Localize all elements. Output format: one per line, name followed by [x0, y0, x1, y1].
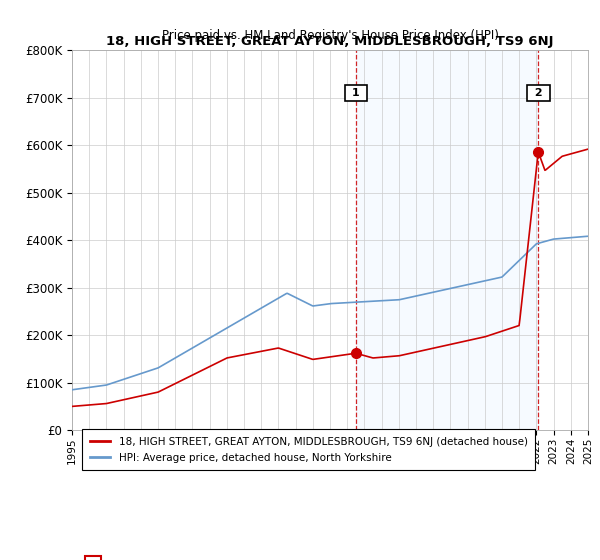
Legend: 18, HIGH STREET, GREAT AYTON, MIDDLESBROUGH, TS9 6NJ (detached house), HPI: Aver: 18, HIGH STREET, GREAT AYTON, MIDDLESBRO…: [82, 430, 535, 470]
Bar: [356, 50, 538, 430]
Title: 18, HIGH STREET, GREAT AYTON, MIDDLESBROUGH, TS9 6NJ: 18, HIGH STREET, GREAT AYTON, MIDDLESBRO…: [106, 35, 554, 48]
Text: 2: 2: [531, 88, 546, 98]
Text: Price paid vs. HM Land Registry's House Price Index (HPI): Price paid vs. HM Land Registry's House …: [161, 29, 499, 42]
Text: 1: 1: [348, 88, 364, 98]
